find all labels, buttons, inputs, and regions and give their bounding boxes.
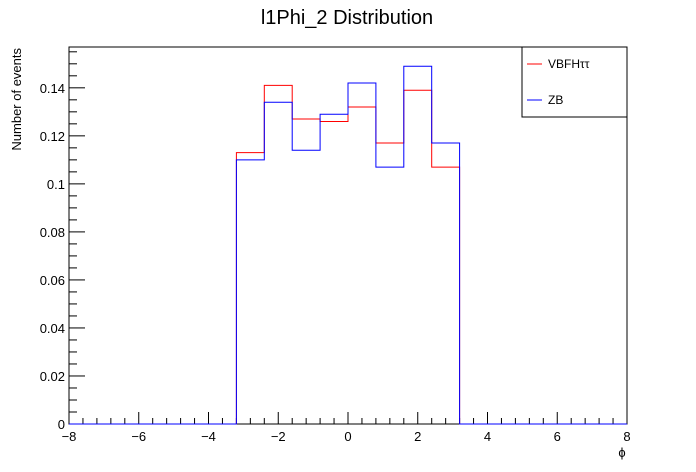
bin-zb	[432, 143, 460, 424]
series-zb-outline	[69, 65, 627, 425]
y-tick-label: 0.02	[40, 369, 65, 384]
chart-title: l1Phi_2 Distribution	[261, 7, 433, 29]
y-axis-label: Number of events	[9, 48, 24, 151]
x-tick-label: −6	[131, 429, 146, 444]
bin-zb	[292, 150, 320, 424]
x-tick-label: 0	[344, 429, 351, 444]
y-tick-label: 0.12	[40, 129, 65, 144]
legend-box	[521, 46, 628, 118]
bin-zb	[348, 83, 376, 424]
y-tick-label: 0.14	[40, 81, 65, 96]
x-tick-label: −8	[62, 429, 77, 444]
series-layer	[69, 65, 627, 425]
x-axis: −8 −6 −4 −2 0 2 4 6 8	[62, 412, 631, 444]
bin-vbfh	[348, 107, 376, 424]
y-tick-label: 0.1	[47, 177, 65, 192]
x-tick-label: 6	[554, 429, 561, 444]
bin-vbfh	[264, 85, 292, 424]
y-axis: 0 0.02 0.04 0.06 0.08 0.1 0.12 0.14	[40, 51, 85, 432]
x-tick-label: −4	[201, 429, 216, 444]
y-tick-label: 0.06	[40, 273, 65, 288]
series-vbfh-outline	[69, 84, 627, 425]
bin-zb	[320, 114, 348, 424]
y-tick-label: 0.04	[40, 321, 65, 336]
bin-vbfh	[376, 143, 404, 424]
bin-vbfh	[404, 90, 432, 424]
legend: VBFHττ ZB	[521, 46, 628, 118]
bin-zb	[236, 160, 264, 424]
x-tick-label: 2	[414, 429, 421, 444]
x-axis-label: ϕ	[618, 445, 625, 460]
x-tick-label: −2	[271, 429, 286, 444]
x-tick-label: 4	[484, 429, 491, 444]
bin-vbfh	[432, 167, 460, 424]
bin-vbfh	[292, 119, 320, 424]
legend-label-zb: ZB	[548, 93, 563, 107]
x-tick-label: 8	[623, 429, 630, 444]
bin-vbfh	[236, 153, 264, 424]
legend-label-vbfh: VBFHττ	[548, 57, 590, 71]
y-tick-label: 0	[58, 417, 65, 432]
y-tick-label: 0.08	[40, 225, 65, 240]
bin-zb	[376, 167, 404, 424]
bin-vbfh	[320, 121, 348, 424]
bin-zb	[264, 102, 292, 424]
bin-zb	[404, 66, 432, 424]
